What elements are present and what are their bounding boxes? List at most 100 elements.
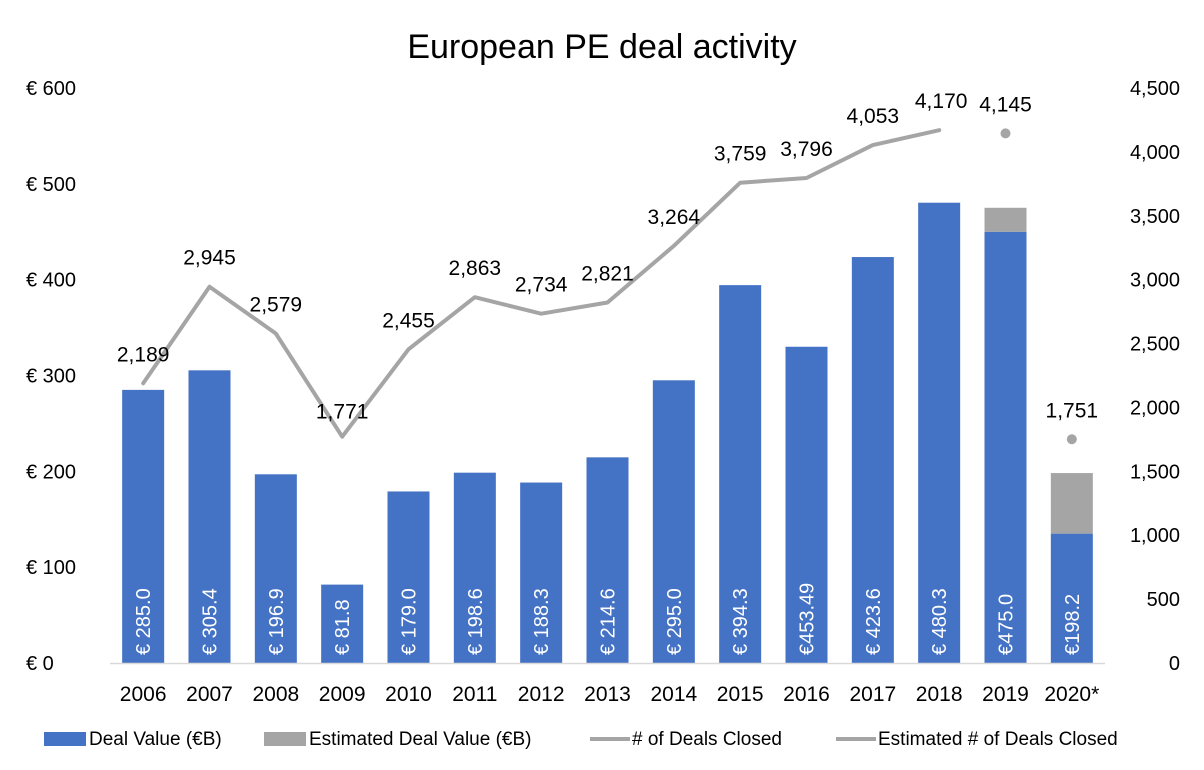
legend-item: Estimated # of Deals Closed: [836, 729, 1118, 750]
deal-value-data-label: € 423.6: [863, 588, 885, 655]
deals-closed-data-label: 2,579: [250, 293, 303, 316]
legend: Deal Value (€B) Estimated Deal Value (€B)…: [44, 729, 1118, 750]
bars: [122, 202, 1093, 663]
left-axis-tick-label: € 100: [26, 557, 76, 579]
deal-value-data-label: € 81.8: [332, 599, 354, 655]
right-axis-tick-label: 1,000: [1130, 525, 1180, 547]
deal-value-data-label: €198.2: [1062, 594, 1084, 655]
category-label: 2015: [717, 683, 764, 706]
deals-closed-data-label: 2,945: [183, 247, 236, 270]
deals-closed-line: [141, 128, 942, 439]
deal-value-data-label: € 394.3: [730, 588, 752, 655]
deals-closed-data-label: 3,796: [780, 138, 833, 161]
category-label: 2008: [252, 683, 299, 706]
estimated-deals-point: [1000, 128, 1011, 139]
category-label: 2018: [916, 683, 963, 706]
deals-closed-data-label: 1,751: [1046, 399, 1099, 422]
right-axis-tick-label: 2,000: [1130, 397, 1180, 419]
deal-value-data-label: € 196.9: [266, 588, 288, 655]
deals-closed-data-label: 4,053: [847, 105, 900, 128]
category-label: 2017: [849, 683, 896, 706]
legend-label: # of Deals Closed: [632, 729, 782, 750]
deal-value-bar: [719, 285, 762, 663]
right-axis-tick-label: 500: [1147, 589, 1180, 611]
estimated-deals-points: [1000, 128, 1077, 445]
deals-closed-data-label: 3,759: [714, 143, 767, 166]
bar-data-labels: € 285.0 € 305.4 € 196.9 € 81.8 € 179.0 € 198.…: [133, 583, 1084, 655]
deals-closed-data-label: 2,734: [515, 274, 568, 297]
estimated-deal-value-bar: [1050, 473, 1093, 534]
category-label: 2020*: [1044, 683, 1099, 706]
deal-value-bar: [122, 389, 165, 663]
deal-value-bar: [520, 482, 563, 663]
category-label: 2010: [385, 683, 432, 706]
deals-closed-data-label: 1,771: [316, 401, 369, 424]
right-axis-tick-label: 3,000: [1130, 270, 1180, 292]
deal-value-data-label: € 188.3: [531, 588, 553, 655]
x-axis: 2006 2007 2008 2009 2010 2011 2012 2013 2014 2015…: [110, 662, 1105, 706]
deal-value-bar: [321, 584, 364, 663]
deals-closed-data-label: 2,821: [581, 263, 634, 286]
legend-item: # of Deals Closed: [590, 729, 782, 750]
legend-swatch: [44, 732, 86, 746]
estimated-deal-value-bar: [984, 207, 1027, 232]
deal-value-bar: [918, 202, 961, 663]
deals-closed-data-label: 4,145: [979, 93, 1032, 116]
category-label: 2016: [783, 683, 830, 706]
deal-value-data-label: € 305.4: [200, 588, 222, 655]
deals-closed-data-label: 3,264: [648, 206, 701, 229]
category-label: 2007: [186, 683, 233, 706]
category-label: 2011: [452, 683, 497, 706]
category-label: 2006: [120, 683, 167, 706]
legend-swatch: [264, 732, 306, 746]
category-label: 2013: [584, 683, 631, 706]
deal-value-data-label: €453.49: [797, 583, 819, 655]
deals-closed-data-label: 2,455: [382, 309, 435, 332]
category-label: 2009: [319, 683, 366, 706]
deal-value-data-label: € 179.0: [399, 588, 421, 655]
deal-value-bar: [387, 491, 430, 663]
category-label: 2012: [518, 683, 565, 706]
right-axis-tick-label: 2,500: [1130, 334, 1180, 356]
deal-value-bar: [188, 370, 231, 663]
deal-value-bar: [652, 380, 695, 663]
legend-item: Estimated Deal Value (€B): [264, 729, 531, 750]
right-axis-tick-label: 4,500: [1130, 78, 1180, 100]
right-axis-tick-label: 0: [1169, 653, 1180, 675]
estimated-deals-point: [1066, 434, 1077, 445]
left-axis-tick-label: € 200: [26, 461, 76, 483]
legend-label: Deal Value (€B): [89, 729, 222, 750]
left-axis-tick-label: € 500: [26, 174, 76, 196]
category-label: 2019: [982, 683, 1029, 706]
deal-value-bar: [254, 474, 297, 663]
category-label: 2014: [650, 683, 697, 706]
deal-value-bar: [1050, 533, 1093, 663]
deal-value-data-label: €475.0: [996, 594, 1018, 655]
deal-value-bar: [984, 231, 1027, 663]
deal-value-bar: [586, 457, 629, 663]
point-data-labels: 2,189 2,945 2,579 1,771 2,455 2,863 2,734 2,821…: [117, 90, 1098, 424]
deals-closed-line-path: [141, 128, 942, 439]
deals-closed-data-label: 2,189: [117, 343, 170, 366]
right-axis: 0 500 1,000 1,500 2,000 2,500 3,000 3,500 4,000 4…: [1130, 78, 1180, 675]
chart-title: European PE deal activity: [407, 28, 796, 66]
legend-item: Deal Value (€B): [44, 729, 222, 750]
deals-closed-data-label: 4,170: [915, 90, 968, 113]
legend-label: Estimated Deal Value (€B): [309, 729, 531, 750]
right-axis-tick-label: 3,500: [1130, 206, 1180, 228]
deal-value-bar: [851, 257, 894, 663]
deal-value-bar: [453, 472, 496, 663]
left-axis-tick-label: € 300: [26, 366, 76, 388]
left-axis-tick-label: € 0: [26, 653, 54, 675]
left-axis-tick-label: € 400: [26, 270, 76, 292]
left-axis-tick-label: € 600: [26, 78, 76, 100]
deal-value-data-label: € 198.6: [465, 588, 487, 655]
legend-label: Estimated # of Deals Closed: [878, 729, 1118, 750]
deals-closed-data-label: 2,863: [449, 257, 502, 280]
left-axis: € 0 € 100 € 200 € 300 € 400 € 500 € 600: [26, 78, 76, 675]
deal-value-data-label: € 285.0: [133, 588, 155, 655]
deal-value-data-label: € 480.3: [929, 588, 951, 655]
deal-value-data-label: € 214.6: [598, 588, 620, 655]
right-axis-tick-label: 1,500: [1130, 461, 1180, 483]
